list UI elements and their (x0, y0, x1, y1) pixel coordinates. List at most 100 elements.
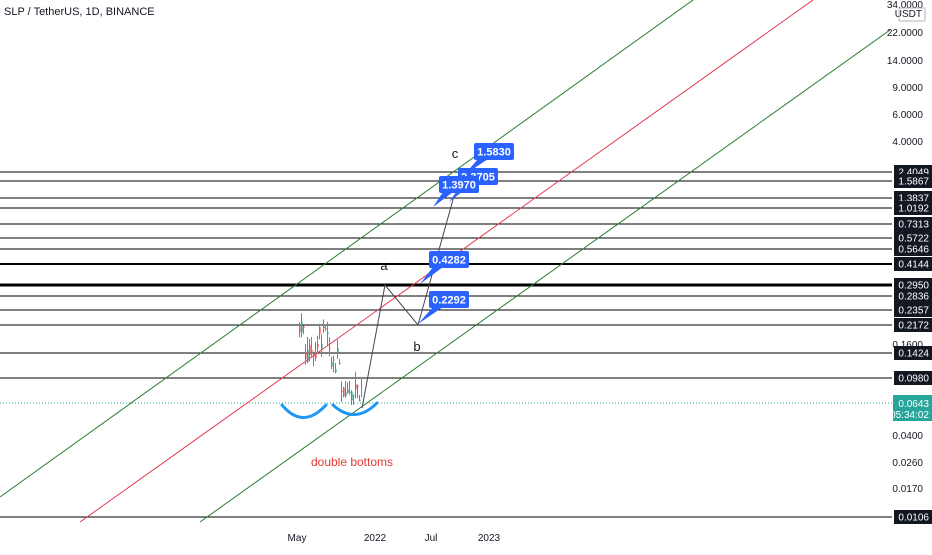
level-badge-label: 0.2950 (898, 281, 929, 292)
level-badge-label: 0.2836 (898, 292, 929, 303)
candle-body (355, 384, 357, 390)
double-bottom-curve-right (331, 401, 379, 416)
y-tick-label: 0.0260 (892, 458, 923, 469)
callout-box (429, 291, 469, 308)
currency-label: USDT (895, 9, 922, 20)
candle-body (315, 354, 317, 359)
candle-body (319, 326, 321, 335)
y-tick-label: 34.0000 (887, 0, 924, 11)
y-tick-label: 22.0000 (887, 28, 924, 39)
level-price-badge: 1.5867 (894, 174, 932, 188)
level-badge-label: 0.2357 (898, 306, 929, 317)
level-badge-label: 0.2172 (898, 321, 929, 332)
callout-pointer (464, 159, 488, 175)
level-price-badge: 0.2950 (894, 278, 932, 292)
level-badge-label: 1.3837 (898, 194, 929, 205)
level-badge-label: 2.4049 (898, 168, 929, 179)
level-price-badge: 0.0106 (894, 510, 932, 524)
wave-label-c: c (452, 146, 459, 161)
candle-body (321, 343, 323, 349)
channel-lower-line (199, 29, 891, 523)
level-price-badge: 0.2357 (894, 303, 932, 317)
level-price-badge: 0.2172 (894, 318, 932, 332)
candle-body (357, 385, 359, 387)
level-price-badge: 0.5646 (894, 242, 932, 256)
wave-label-b: b (413, 339, 420, 354)
level-price-badge: 0.7313 (894, 217, 932, 231)
level-price-badge: 0.2836 (894, 289, 932, 303)
y-tick-label: 0.0400 (892, 431, 923, 442)
wave-label-a: a (380, 258, 388, 273)
level-badge-label: 1.0192 (898, 204, 929, 215)
price-callout: 1.5830 (464, 143, 514, 175)
callout-pointer (420, 267, 443, 284)
level-badge-label: 0.7313 (898, 220, 929, 231)
candle-body (305, 352, 307, 360)
candle-body (299, 325, 301, 333)
y-tick-label: 9.0000 (892, 83, 923, 94)
level-badge-box (894, 371, 932, 385)
candle-body (325, 328, 327, 330)
candle-body (331, 362, 333, 367)
callout-pointer (433, 192, 453, 207)
callout-label: 1.3970 (442, 180, 476, 192)
x-tick-label: 2023 (478, 533, 501, 544)
level-badge-box (894, 231, 932, 245)
candle-body (341, 390, 343, 392)
level-badge-label: 1.5867 (898, 177, 929, 188)
candle-body (327, 332, 329, 335)
current-price-box (893, 395, 932, 421)
candle-body (329, 347, 331, 349)
candle-body (353, 394, 355, 396)
x-tick-label: 2022 (364, 533, 387, 544)
x-tick-label: May (288, 533, 307, 544)
current-price-countdown: 05:34:02 (890, 410, 929, 421)
level-price-badge: 0.4144 (894, 257, 932, 271)
candle-body (323, 326, 325, 329)
double-bottoms-annotation: double bottoms (311, 455, 393, 469)
callout-box (439, 176, 479, 193)
candle-body (303, 326, 305, 329)
level-badge-label: 0.1424 (898, 349, 929, 360)
level-badge-box (894, 289, 932, 303)
candle-body (309, 344, 311, 355)
level-badge-label: 0.5722 (898, 234, 929, 245)
callout-pointer (418, 307, 443, 324)
level-badge-box (894, 257, 932, 271)
double-bottom-curve-left (280, 403, 328, 419)
level-price-badge: 1.0192 (894, 201, 932, 215)
callout-box (429, 251, 469, 268)
candle-body (335, 369, 337, 373)
candle-body (313, 353, 315, 357)
callout-label: 1.5830 (477, 147, 511, 159)
candle-body (345, 392, 347, 397)
candle-body (307, 349, 309, 362)
channel-upper-line (0, 0, 694, 498)
level-price-badge: 0.5722 (894, 231, 932, 245)
price-callout: 0.2292 (418, 291, 469, 324)
price-callout: 0.4282 (420, 251, 469, 284)
level-badge-box (894, 217, 932, 231)
callout-label: 0.2292 (432, 295, 466, 307)
candle-body (339, 362, 341, 365)
level-price-badge: 0.0980 (894, 371, 932, 385)
level-badge-box (894, 242, 932, 256)
candle-body (349, 391, 351, 393)
candle-body (343, 387, 345, 397)
callout-label: 0.4282 (432, 255, 466, 267)
level-badge-label: 0.0980 (898, 374, 929, 385)
chart-title: SLP / TetherUS, 1D, BINANCE (4, 6, 155, 18)
y-tick-label: 14.0000 (887, 56, 924, 67)
level-badge-box (894, 510, 932, 524)
x-tick-label: Jul (425, 533, 438, 544)
level-badge-label: 0.0106 (898, 513, 929, 524)
candle-body (317, 344, 319, 348)
candle-body (361, 385, 363, 387)
current-price-value: 0.0643 (898, 399, 929, 410)
level-badge-box (894, 303, 932, 317)
callout-box (474, 143, 514, 160)
candle-body (301, 321, 303, 333)
